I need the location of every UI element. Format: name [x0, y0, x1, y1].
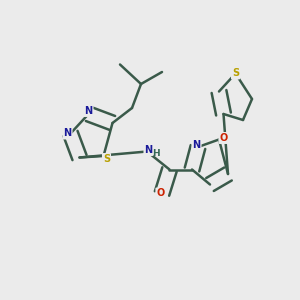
Text: O: O	[156, 188, 165, 199]
Text: N: N	[63, 128, 72, 139]
Text: S: S	[232, 68, 239, 79]
Text: N: N	[84, 106, 93, 116]
Text: N: N	[144, 145, 153, 155]
Text: S: S	[103, 154, 110, 164]
Text: N: N	[192, 140, 201, 151]
Text: O: O	[219, 133, 228, 143]
Text: H: H	[152, 149, 160, 158]
